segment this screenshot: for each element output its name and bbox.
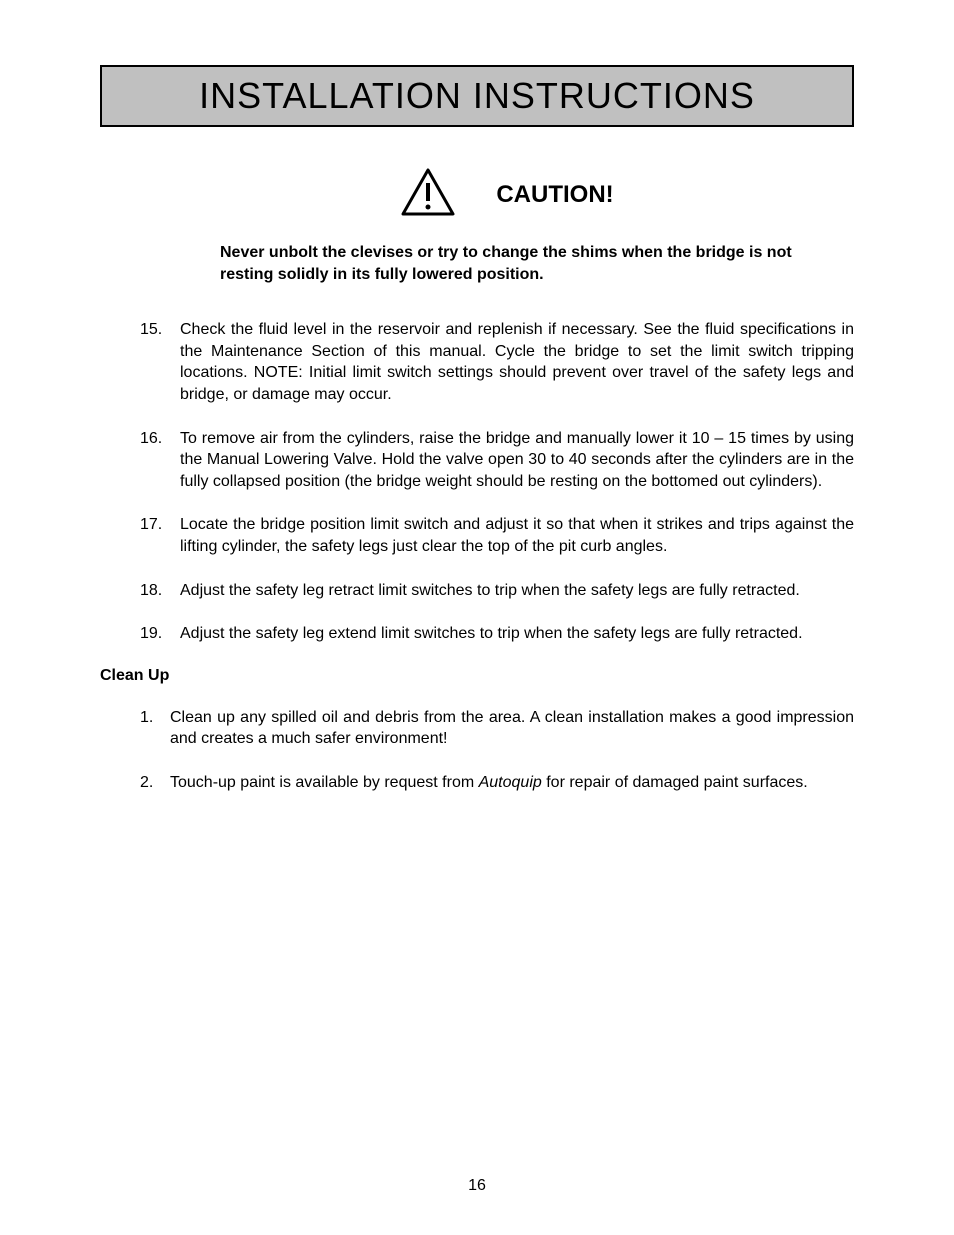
page-title: INSTALLATION INSTRUCTIONS [102,75,852,117]
list-item: 17. Locate the bridge position limit swi… [140,514,854,557]
title-bar: INSTALLATION INSTRUCTIONS [100,65,854,127]
text-pre: Touch-up paint is available by request f… [170,774,479,791]
item-content: Check the fluid level in the reservoir a… [180,319,854,405]
list-item: 15. Check the fluid level in the reservo… [140,319,854,405]
item-content: Locate the bridge position limit switch … [180,514,854,557]
caution-row: CAUTION! [160,167,854,222]
installation-steps-list: 15. Check the fluid level in the reservo… [140,319,854,645]
item-number: 17. [140,514,180,557]
page-number: 16 [0,1177,954,1195]
item-number: 1. [140,707,170,750]
cleanup-heading: Clean Up [100,667,854,685]
item-content: To remove air from the cylinders, raise … [180,428,854,493]
item-number: 2. [140,772,170,794]
item-content: Adjust the safety leg extend limit switc… [180,623,854,645]
list-item: 19. Adjust the safety leg extend limit s… [140,623,854,645]
item-content: Clean up any spilled oil and debris from… [170,707,854,750]
warning-text: Never unbolt the clevises or try to chan… [220,242,834,285]
item-number: 18. [140,580,180,602]
autoquip-brand: Autoquip [479,774,542,791]
caution-label: CAUTION! [496,181,613,209]
list-item: 1. Clean up any spilled oil and debris f… [140,707,854,750]
item-content: Adjust the safety leg retract limit swit… [180,580,854,602]
item-number: 16. [140,428,180,493]
item-number: 15. [140,319,180,405]
text-post: for repair of damaged paint surfaces. [542,774,808,791]
list-item: 16. To remove air from the cylinders, ra… [140,428,854,493]
item-number: 19. [140,623,180,645]
warning-triangle-icon [400,167,456,222]
list-item: 18. Adjust the safety leg retract limit … [140,580,854,602]
list-item: 2. Touch-up paint is available by reques… [140,772,854,794]
cleanup-list: 1. Clean up any spilled oil and debris f… [140,707,854,794]
item-content: Touch-up paint is available by request f… [170,772,854,794]
